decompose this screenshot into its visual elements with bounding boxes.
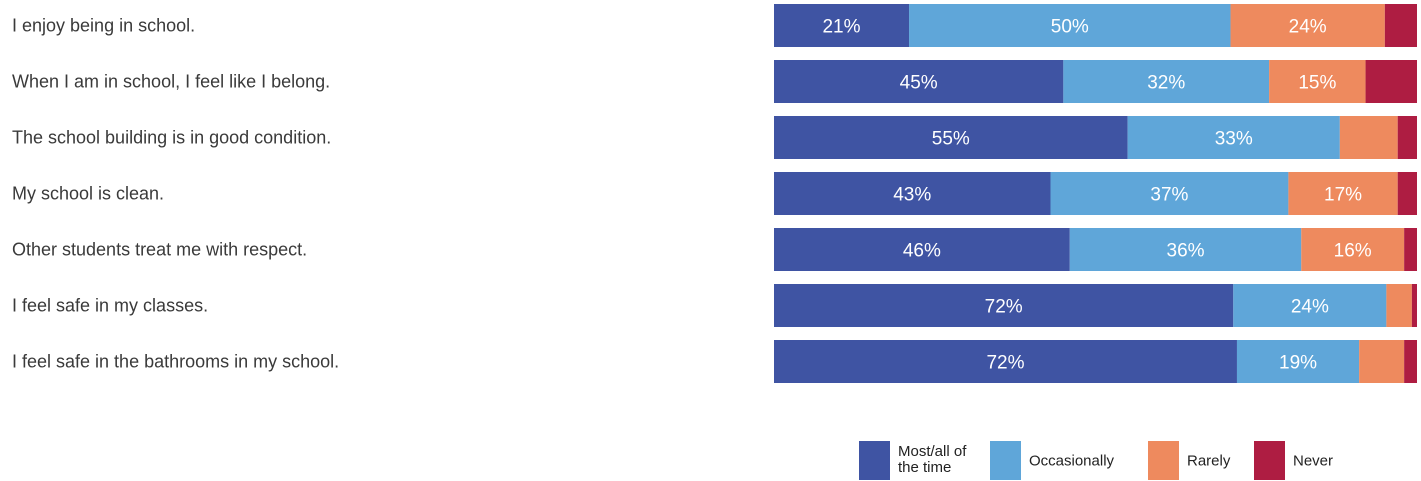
- bar-segment: [909, 4, 1231, 47]
- legend-label: Never: [1293, 453, 1333, 470]
- category-label: I enjoy being in school.: [12, 16, 195, 36]
- bar-segment: [1365, 60, 1417, 103]
- bar-segment: [774, 228, 1070, 271]
- bar-segment: [1236, 340, 1360, 383]
- bar-segment: [774, 4, 910, 47]
- category-label: My school is clean.: [12, 184, 164, 204]
- bar-segment: [1050, 172, 1289, 215]
- bar-segment: [1404, 340, 1417, 383]
- bar-segment: [1230, 4, 1385, 47]
- category-label: I feel safe in the bathrooms in my schoo…: [12, 352, 339, 372]
- bar-segment: [1384, 4, 1417, 47]
- data-label: 33%: [1215, 129, 1253, 150]
- legend-swatch: [1148, 441, 1179, 480]
- bar-segment: [1301, 228, 1405, 271]
- legend-label: the time: [898, 459, 951, 476]
- bar-segment: [1069, 228, 1302, 271]
- bar-segment: [1339, 116, 1398, 159]
- data-label: 32%: [1147, 73, 1185, 94]
- data-label: 72%: [985, 297, 1023, 318]
- data-label: 21%: [822, 17, 860, 38]
- bar-segment: [774, 340, 1237, 383]
- legend-label: Occasionally: [1029, 453, 1115, 470]
- bar-segment: [1233, 284, 1387, 327]
- bar-segment: [1063, 60, 1270, 103]
- legend-label: Most/all of: [898, 443, 967, 460]
- bar-segment: [1127, 116, 1340, 159]
- legend-swatch: [1254, 441, 1285, 480]
- legend-swatch: [990, 441, 1021, 480]
- bar-segment: [1269, 60, 1366, 103]
- data-label: 24%: [1289, 17, 1327, 38]
- bar-segment: [1359, 340, 1405, 383]
- category-label: I feel safe in my classes.: [12, 296, 208, 316]
- category-label: When I am in school, I feel like I belon…: [12, 72, 330, 92]
- bar-segment: [1411, 284, 1417, 327]
- data-label: 19%: [1279, 353, 1317, 374]
- data-label: 17%: [1324, 185, 1362, 206]
- category-label: The school building is in good condition…: [12, 128, 331, 148]
- data-label: 37%: [1150, 185, 1188, 206]
- bar-segment: [1386, 284, 1412, 327]
- data-label: 46%: [903, 241, 941, 262]
- data-label: 72%: [986, 353, 1024, 374]
- data-label: 55%: [932, 129, 970, 150]
- bars: 21% 50% 24% 45% 32% 15% 55% 33% 43% 37% 17% 46% 36% 1…: [774, 4, 1417, 383]
- data-label: 24%: [1291, 297, 1329, 318]
- data-label: 43%: [893, 185, 931, 206]
- bar-segment: [1404, 228, 1417, 271]
- category-label: Other students treat me with respect.: [12, 240, 307, 260]
- bar-segment: [774, 172, 1051, 215]
- bar-segment: [774, 284, 1234, 327]
- data-label: 15%: [1298, 73, 1336, 94]
- bar-segment: [1397, 172, 1417, 215]
- legend-label: Rarely: [1187, 453, 1231, 470]
- data-label: 45%: [900, 73, 938, 94]
- data-label: 16%: [1334, 241, 1372, 262]
- bar-segment: [774, 116, 1128, 159]
- bar-segment: [1288, 172, 1398, 215]
- legend-swatch: [859, 441, 890, 480]
- bar-segment: [1397, 116, 1417, 159]
- bar-segment: [774, 60, 1064, 103]
- data-label: 36%: [1167, 241, 1205, 262]
- question-labels: I enjoy being in school. When I am in sch…: [12, 16, 339, 372]
- data-label: 50%: [1051, 17, 1089, 38]
